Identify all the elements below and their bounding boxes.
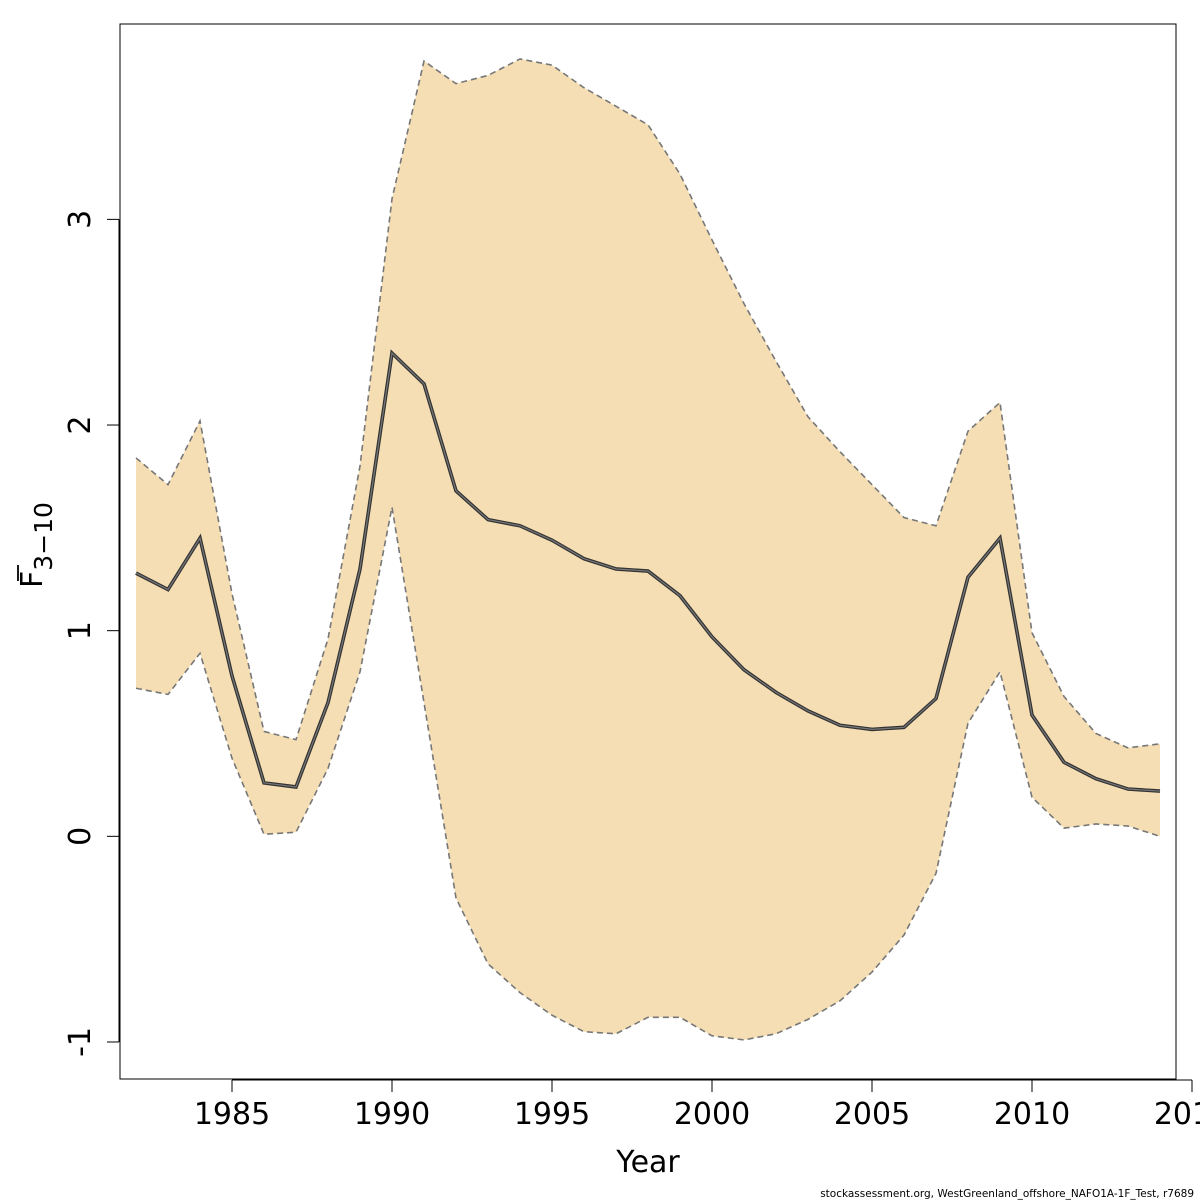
x-tick-label-2000: 2000 [674, 1097, 750, 1132]
x-tick-label-1985: 1985 [194, 1097, 270, 1132]
y-tick-label-0: 0 [63, 827, 98, 846]
line-layer [135, 58, 1161, 1041]
x-axis: 1985 1990 1995 2000 2005 2010 2015 [194, 1079, 1200, 1132]
lower-bound-line [135, 507, 1161, 1041]
y-tick-label--1: -1 [63, 1027, 98, 1057]
y-axis-title: F3−10 [15, 502, 58, 588]
estimate-line [135, 351, 1161, 792]
x-tick-label-1995: 1995 [514, 1097, 590, 1132]
upper-bound-line [135, 58, 1161, 749]
y-tick-label-2: 2 [63, 415, 98, 434]
x-tick-label-2010: 2010 [994, 1097, 1070, 1132]
plot-frame [119, 23, 1177, 1080]
y-axis: -1 0 1 2 3 [63, 210, 120, 1057]
x-axis-title: Year [615, 1145, 680, 1180]
footer-credit: stockassessment.org, WestGreenland_offsh… [820, 1188, 1194, 1200]
confidence-band-layer [136, 58, 1160, 1040]
y-tick-label-3: 3 [63, 210, 98, 229]
y-tick-label-1: 1 [63, 621, 98, 640]
x-tick-label-1990: 1990 [354, 1097, 430, 1132]
svg-text:F3−10: F3−10 [15, 502, 58, 588]
x-tick-label-2005: 2005 [834, 1097, 910, 1132]
confidence-band [136, 58, 1160, 1040]
y-axis-title-main: F [15, 571, 50, 588]
x-tick-label-2015: 2015 [1154, 1097, 1200, 1132]
y-axis-title-subscript: 3−10 [29, 502, 58, 571]
